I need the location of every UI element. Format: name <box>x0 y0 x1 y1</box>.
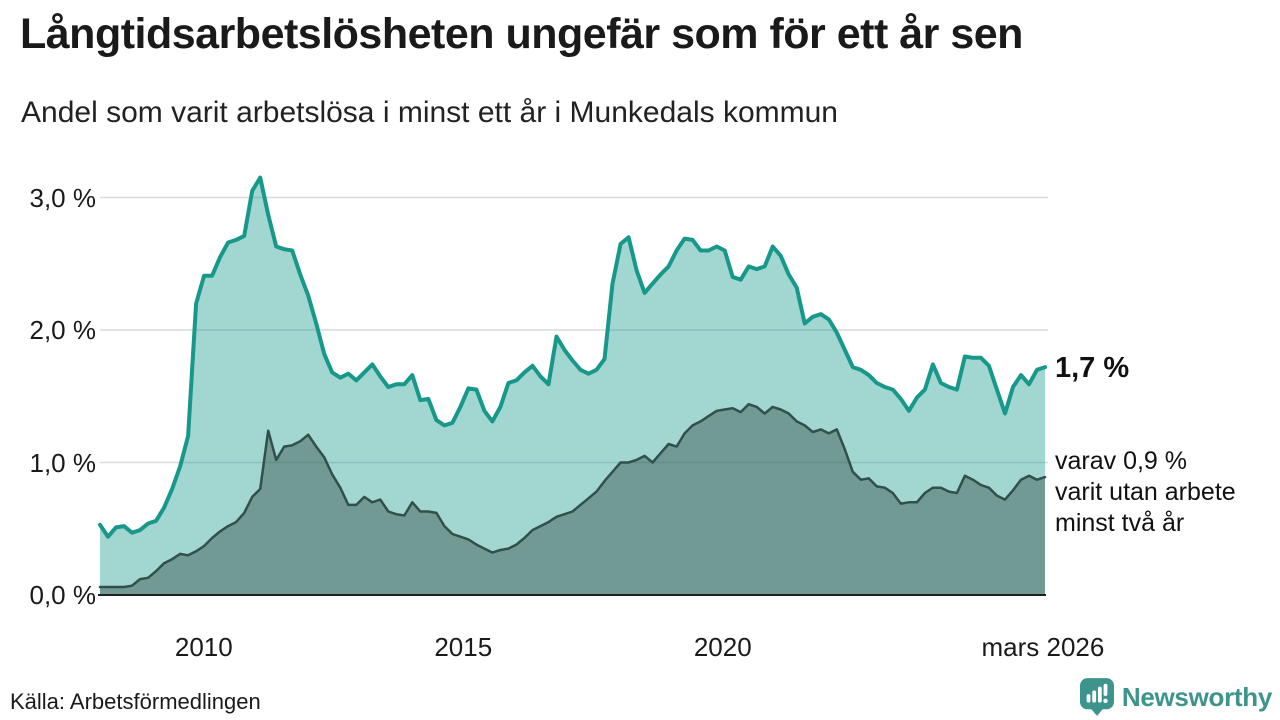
latest-value-annotation: 1,7 % <box>1055 352 1130 384</box>
bar-chart-speech-bubble-icon <box>1079 678 1114 716</box>
brand-logo: Newsworthy <box>1079 678 1272 716</box>
chart-subtitle: Andel som varit arbetslösa i minst ett å… <box>21 96 838 129</box>
area-series-2 <box>100 404 1045 595</box>
line-series-1 <box>98 175 1047 539</box>
y-axis-tick-label: 1,0 % <box>29 447 97 478</box>
page-title: Långtidsarbetslösheten ungefär som för e… <box>20 10 1023 58</box>
line-series-2 <box>98 402 1047 589</box>
secondary-value-annotation: varav 0,9 % varit utan arbete minst två … <box>1055 447 1236 537</box>
source-credit: Källa: Arbetsförmedlingen <box>10 689 261 714</box>
x-axis-tick-label: 2010 <box>174 632 233 662</box>
x-axis-tick-label: 2015 <box>434 632 493 662</box>
y-axis-tick-label: 0,0 % <box>29 580 97 610</box>
area-series-1 <box>100 177 1045 595</box>
y-axis-tick-label: 2,0 % <box>29 315 97 345</box>
x-axis-tick-label: mars 2026 <box>981 632 1105 662</box>
x-axis-tick-label: 2020 <box>693 632 752 662</box>
y-axis-tick-label: 3,0 % <box>29 182 97 213</box>
brand-name: Newsworthy <box>1121 681 1272 712</box>
